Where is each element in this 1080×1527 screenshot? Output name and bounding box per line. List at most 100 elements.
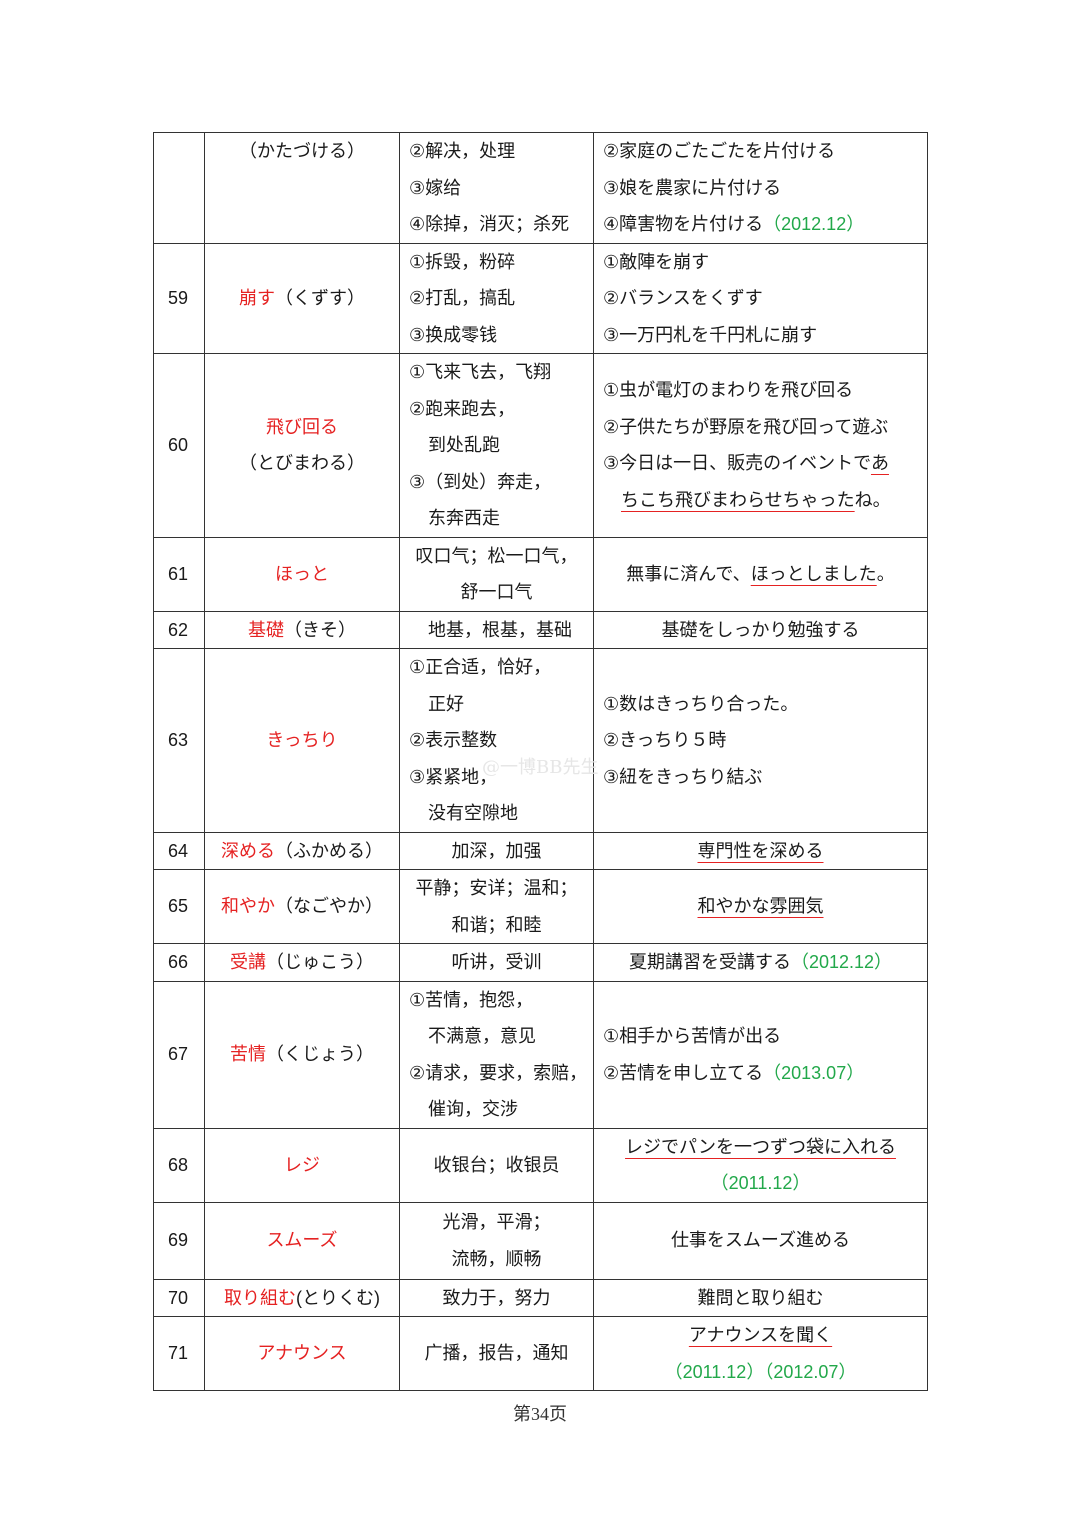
example-cell: 和やかな雰囲気: [593, 869, 928, 944]
meaning-cell: 听讲，受训: [399, 943, 594, 982]
entry-number: 62: [153, 610, 205, 649]
meaning-line: 正好: [428, 693, 464, 714]
example-text: ①敵陣を崩す: [603, 251, 710, 272]
example-cell: 専門性を深める: [593, 831, 928, 870]
example-text: ②きっちり５時: [603, 730, 727, 750]
underlined-phrase: 和やかな雰囲気: [697, 896, 824, 917]
example-line: レジでパンを一つずつ袋に入れる: [594, 1129, 927, 1166]
headword: 深める: [221, 840, 275, 861]
entry-number: 64: [153, 831, 205, 870]
table-row: （かたづける） ②解决，处理 ③嫁给 ④除掉，消灭；杀死 ②家庭のごたごたを片付ける ③娘…: [153, 132, 928, 244]
meaning-line: ②表示整数: [409, 730, 498, 750]
table-row: 65 和やか（なごやか） 平静；安详；温和； 和谐；和睦 和やかな雰囲気: [153, 869, 928, 944]
entry-number: 59: [153, 242, 205, 354]
example-line: ②バランスをくずす: [603, 280, 927, 317]
example-line: ④障害物を片付ける（2012.12）: [603, 206, 927, 243]
reading: （なごやか）: [275, 896, 383, 917]
example-line: （2011.12）: [594, 1165, 927, 1202]
table-row: 64 深める（ふかめる） 加深，加强 専門性を深める: [153, 831, 928, 870]
meaning-cell: ①正合适，恰好， 正好 ②表示整数 ③紧紧地， 没有空隙地: [399, 648, 594, 833]
table-row: 68 レジ 收银台；收银员 レジでパンを一つずつ袋に入れる （2011.12）: [153, 1127, 928, 1203]
meaning-line: ②解决，处理: [409, 141, 516, 161]
example-line: ①相手から苦情が出る: [603, 1018, 927, 1055]
meaning-line: ①苦情，抱怨，: [409, 989, 534, 1010]
example-text: ④障害物を片付ける: [603, 214, 764, 234]
vocab-word: 受講（じゅこう）: [204, 943, 400, 982]
meaning-line: ②打乱，搞乱: [409, 288, 516, 308]
meaning-line: 没有空隙地: [428, 803, 518, 823]
underlined-phrase: あ: [870, 453, 889, 474]
reading: （じゅこう）: [266, 952, 374, 972]
meaning-cell: 光滑，平滑； 流畅，顺畅: [399, 1201, 594, 1280]
meaning-cell: 广播，报告，通知: [399, 1316, 594, 1391]
meaning-line: 舒一口气: [460, 582, 533, 602]
headword: 苦情: [230, 1044, 266, 1065]
headword: きっちり: [266, 730, 338, 750]
example-text: 無事に済んで、: [626, 563, 751, 584]
meaning-line: 广播，报告，通知: [424, 1343, 569, 1364]
headword: 飛び回る: [266, 416, 338, 437]
meaning-cell: 加深，加强: [399, 831, 594, 870]
example-text: ①虫が電灯のまわりを飛び回る: [603, 380, 854, 401]
vocab-word: 取り組む(とりくむ): [204, 1278, 400, 1317]
meaning-line: 催询，交涉: [428, 1099, 518, 1119]
example-cell: ①相手から苦情が出る ②苦情を申し立てる（2013.07）: [593, 980, 928, 1129]
meaning-line: ①拆毁，粉碎: [409, 251, 516, 272]
reading: （とびまわる）: [239, 453, 365, 474]
table-row: 62 基礎（きそ） 地基，根基，基础 基礎をしっかり勉強する: [153, 610, 928, 649]
meaning-line: 到处乱跑: [428, 435, 500, 455]
vocab-word: 和やか（なごやか）: [204, 869, 400, 944]
meaning-line: ②跑来跑去，: [409, 398, 516, 419]
meaning-cell: ②解决，处理 ③嫁给 ④除掉，消灭；杀死: [399, 132, 594, 244]
example-text: ②バランスをくずす: [603, 288, 763, 308]
reading: （きそ）: [284, 619, 356, 640]
reading: （かたづける）: [239, 141, 365, 161]
example-text: ③娘を農家に片付ける: [603, 177, 782, 198]
example-cell: 夏期講習を受講する（2012.12）: [593, 943, 928, 982]
meaning-cell: ①飞来飞去，飞翔 ②跑来跑去， 到处乱跑 ③（到处）奔走， 东奔西走: [399, 353, 594, 538]
meaning-line: ③紧紧地，: [409, 766, 498, 787]
headword: 和やか: [221, 896, 275, 917]
meaning-line: ②请求，要求，索赔，: [409, 1062, 588, 1083]
example-text: [603, 490, 621, 510]
table-row: 61 ほっと 叹口气；松一口气， 舒一口气 無事に済んで、ほっとしました。: [153, 536, 928, 612]
meaning-line: 和谐；和睦: [451, 914, 542, 935]
entry-number: 61: [153, 536, 205, 612]
example-line: 基礎をしっかり勉強する: [594, 612, 927, 649]
headword: 取り組む: [224, 1287, 296, 1308]
vocab-word: 深める（ふかめる）: [204, 831, 400, 870]
vocab-word: 崩す（くずす）: [204, 242, 400, 354]
example-line: 難問と取り組む: [594, 1280, 927, 1317]
example-text: ③一万円札を千円札に崩す: [603, 324, 818, 345]
example-cell: レジでパンを一つずつ袋に入れる （2011.12）: [593, 1127, 928, 1203]
example-text: ①相手から苦情が出る: [603, 1026, 782, 1046]
example-cell: 難問と取り組む: [593, 1278, 928, 1317]
meaning-line: 致力于，努力: [442, 1287, 551, 1308]
example-line: 無事に済んで、ほっとしました。: [594, 556, 927, 593]
watermark: @一博BB先生: [482, 757, 599, 778]
example-text: ね。: [854, 489, 891, 510]
meaning-line: ③换成零钱: [409, 324, 498, 345]
meaning-line: 不满意，意见: [428, 1026, 536, 1046]
example-line: ②きっちり５時: [603, 722, 927, 759]
meaning-line: ①飞来飞去，飞翔: [409, 362, 552, 382]
underlined-phrase: ほっとしました: [750, 563, 877, 584]
example-text: 。: [876, 563, 895, 584]
meaning-line: 平静；安详；温和；: [415, 878, 578, 898]
example-line: ①敵陣を崩す: [603, 244, 927, 281]
headword: 受講: [230, 952, 266, 972]
underlined-phrase: ちこち飛びまわらせちゃった: [621, 489, 855, 510]
example-text: ②家庭のごたごたを片付ける: [603, 141, 836, 161]
example-text: ①数はきっちり合った。: [603, 693, 799, 714]
example-line: ①数はきっちり合った。: [603, 686, 927, 723]
exam-year: （2012.12）: [763, 214, 865, 234]
entry-number: 69: [153, 1201, 205, 1280]
table-row: 71 アナウンス 广播，报告，通知 アナウンスを聞く （2011.12）（2012.07…: [153, 1316, 928, 1391]
meaning-cell: ①拆毁，粉碎 ②打乱，搞乱 ③换成零钱: [399, 242, 594, 354]
example-line: ちこち飛びまわらせちゃったね。: [603, 482, 927, 519]
example-line: 専門性を深める: [594, 833, 927, 870]
example-line: ②家庭のごたごたを片付ける: [603, 133, 927, 170]
meaning-cell: 叹口气；松一口气， 舒一口气: [399, 536, 594, 612]
example-cell: ①虫が電灯のまわりを飛び回る ②子供たちが野原を飛び回って遊ぶ ③今日は一日、販売の…: [593, 353, 928, 538]
vocab-word: 飛び回る （とびまわる）: [204, 353, 400, 538]
